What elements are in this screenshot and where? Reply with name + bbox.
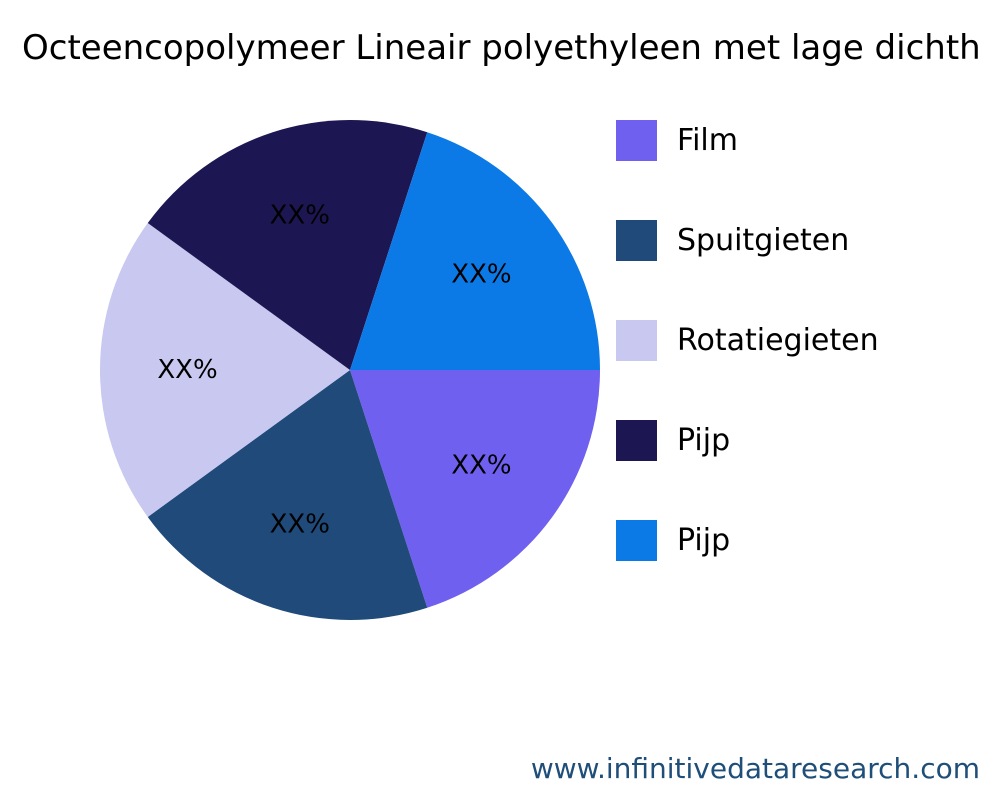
legend-label: Pijp [677,523,730,558]
pie-slice-1 [350,370,600,608]
legend-label: Pijp [677,423,730,458]
pie-slice-5 [350,132,600,370]
slice-data-label: XX% [451,451,511,481]
legend-swatch [616,320,657,361]
legend-label: Spuitgieten [677,223,849,258]
pie-slice-labels: XX% XX% XX% XX% XX% [157,200,511,539]
slice-data-label: XX% [451,259,511,289]
slice-data-label: XX% [270,510,330,540]
slice-data-label: XX% [270,200,330,230]
slice-data-label: XX% [157,355,217,385]
legend-swatch [616,120,657,161]
legend-swatch [616,420,657,461]
pie-slice-4 [147,120,428,370]
legend: Film Spuitgieten Rotatiegieten Pijp Pijp [616,120,879,561]
legend-label: Film [677,123,738,158]
legend-swatch [616,520,657,561]
pie-slice-2 [147,370,428,620]
chart-title: Octeencopolymeer Lineair polyethyleen me… [22,28,981,68]
footer-url: www.infinitivedataresearch.com [530,752,980,785]
legend-label: Rotatiegieten [677,323,879,358]
legend-swatch [616,220,657,261]
pie-slices [100,120,600,620]
pie-slice-3 [100,223,350,517]
